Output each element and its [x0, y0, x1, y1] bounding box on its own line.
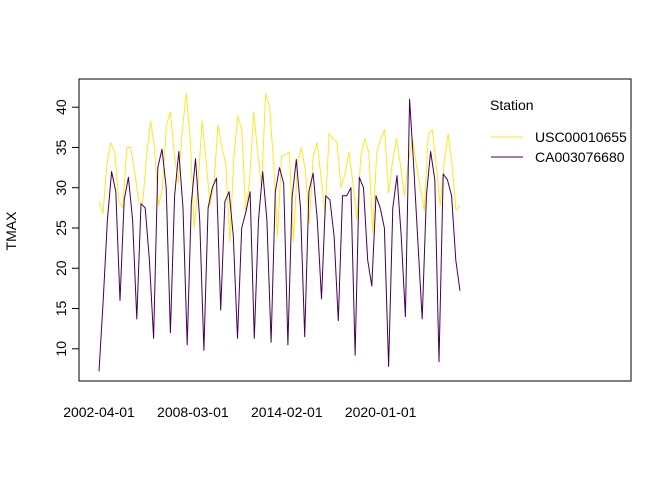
y-axis-label: TMAX — [3, 211, 19, 251]
legend-label-usc00010655: USC00010655 — [535, 129, 627, 145]
y-tick-label: 25 — [53, 220, 69, 236]
legend-title: Station — [490, 97, 534, 113]
series-layer — [98, 93, 461, 372]
legend-label-ca003076680: CA003076680 — [535, 149, 625, 165]
x-tick-label: 2014-02-01 — [251, 404, 323, 420]
x-tick-label: 2008-03-01 — [157, 404, 229, 420]
x-tick-label: 2002-04-01 — [63, 404, 135, 420]
y-axis: 10 15 20 25 30 35 40 — [53, 99, 80, 357]
y-tick-label: 40 — [53, 99, 69, 115]
y-tick-label: 35 — [53, 139, 69, 155]
y-tick-label: 10 — [53, 341, 69, 357]
series-line-ca003076680 — [98, 98, 461, 372]
legend: Station USC00010655 CA003076680 — [490, 97, 627, 165]
x-axis: 2002-04-01 2008-03-01 2014-02-01 2020-01-01 — [63, 404, 416, 420]
y-tick-label: 30 — [53, 180, 69, 196]
y-tick-label: 20 — [53, 260, 69, 276]
x-tick-label: 2020-01-01 — [345, 404, 417, 420]
y-tick-label: 15 — [53, 301, 69, 317]
series-line-usc00010655 — [98, 93, 461, 243]
